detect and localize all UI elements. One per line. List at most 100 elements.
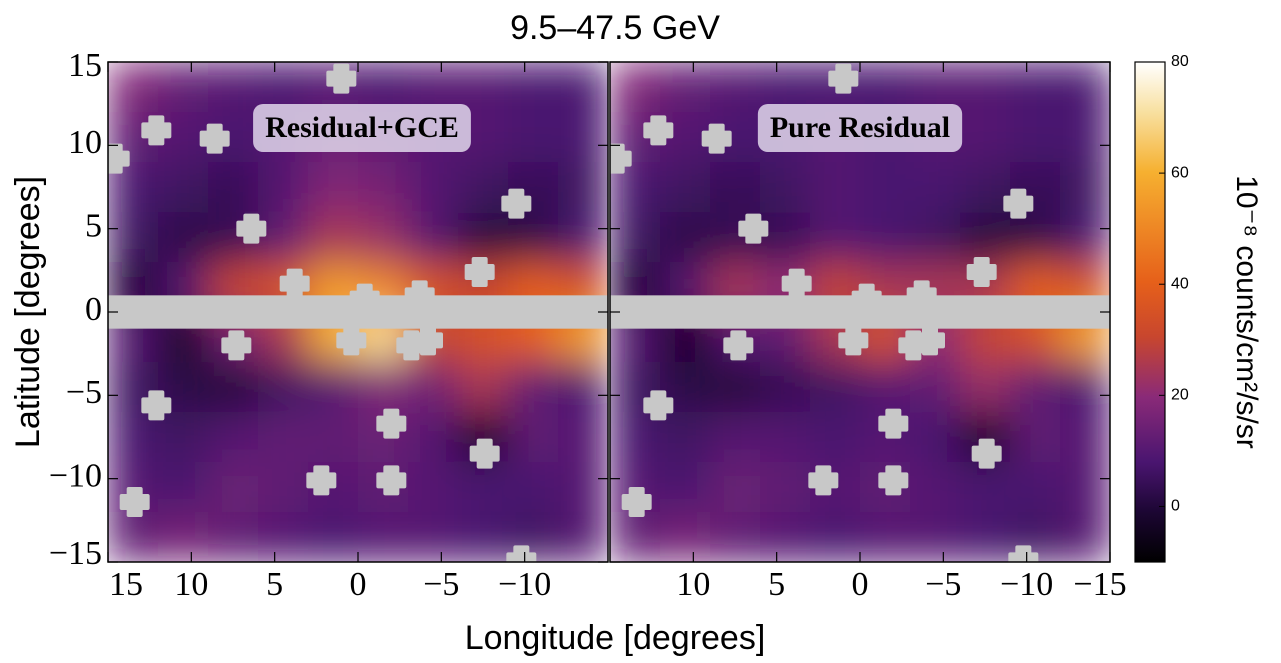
panel-label: Pure Residual bbox=[770, 111, 950, 144]
y-tick-label: −10 bbox=[49, 457, 102, 494]
mask-source bbox=[236, 213, 267, 244]
mask-source bbox=[506, 545, 537, 562]
heatmap-cell bbox=[710, 412, 761, 463]
heatmap-cell bbox=[458, 512, 509, 562]
heatmap-cell bbox=[558, 362, 608, 413]
heatmap-cell bbox=[960, 212, 1011, 263]
heatmap-cell bbox=[558, 62, 608, 113]
mask-source bbox=[376, 465, 407, 496]
heatmap-cell bbox=[760, 162, 811, 213]
y-tick-label: −5 bbox=[66, 374, 102, 411]
heatmap-cell bbox=[158, 462, 209, 513]
heatmap-cell bbox=[308, 162, 359, 213]
heatmap-cell bbox=[960, 462, 1011, 513]
mask-source bbox=[738, 213, 769, 244]
heatmap-cell bbox=[258, 212, 309, 263]
heatmap-cell bbox=[158, 412, 209, 463]
heatmap-cell bbox=[710, 512, 761, 562]
mask-source bbox=[643, 390, 674, 421]
heatmap-cell bbox=[308, 212, 359, 263]
panel-label-box bbox=[757, 104, 963, 152]
heatmap-cell bbox=[108, 412, 159, 463]
heatmap-cell bbox=[610, 62, 661, 113]
heatmap-cell bbox=[208, 462, 259, 513]
heatmap-cell bbox=[810, 512, 861, 562]
heatmap-cell bbox=[860, 212, 911, 263]
heatmap-cell bbox=[508, 462, 559, 513]
heatmap-cell bbox=[1060, 362, 1110, 413]
mask-source bbox=[723, 330, 754, 361]
heatmap-cell bbox=[1060, 462, 1110, 513]
heatmap-cell bbox=[860, 362, 911, 413]
mask-source bbox=[610, 143, 632, 174]
colorbar-tick-label: 40 bbox=[1171, 275, 1189, 292]
heatmap-cell bbox=[108, 512, 159, 562]
heatmap-cell bbox=[208, 412, 259, 463]
mask-source bbox=[199, 123, 230, 154]
panel bbox=[610, 62, 1110, 562]
heatmap-cell bbox=[910, 212, 961, 263]
colorbar-tick-label: 60 bbox=[1171, 164, 1189, 181]
panel-label-box bbox=[253, 104, 471, 152]
y-tick-label: 15 bbox=[68, 47, 102, 84]
heatmap-cell bbox=[1060, 62, 1110, 113]
heatmap-cell bbox=[358, 212, 409, 263]
heatmap-cell bbox=[960, 362, 1011, 413]
colorbar-tick-label: 0 bbox=[1171, 498, 1180, 515]
x-tick-label: 5 bbox=[266, 566, 283, 603]
heatmap-cell bbox=[458, 212, 509, 263]
mask-source bbox=[1008, 545, 1039, 562]
mask-source bbox=[878, 408, 909, 439]
heatmap-cell bbox=[910, 462, 961, 513]
heatmap-cell bbox=[408, 512, 459, 562]
x-tick-label: 15 bbox=[109, 566, 143, 603]
heatmap-cell bbox=[960, 112, 1011, 163]
heatmap-cell bbox=[358, 362, 409, 413]
heatmap-cell bbox=[508, 362, 559, 413]
mask-source bbox=[851, 283, 882, 314]
y-tick-label: 5 bbox=[85, 207, 102, 244]
heatmap-cell bbox=[860, 162, 911, 213]
mask-source bbox=[279, 268, 310, 299]
colorbar-label: 10⁻⁸ counts/cm²/s/sr bbox=[1230, 175, 1263, 449]
mask-source bbox=[141, 390, 172, 421]
y-axis-label: Latitude [degrees] bbox=[9, 176, 47, 448]
heatmap-cell bbox=[208, 62, 259, 113]
heatmap-cell bbox=[508, 212, 559, 263]
heatmap-cell bbox=[508, 112, 559, 163]
heatmap-cell bbox=[508, 412, 559, 463]
colorbar-tick-label: 80 bbox=[1171, 53, 1189, 70]
mask-source bbox=[221, 330, 252, 361]
mask-source bbox=[376, 408, 407, 439]
heatmap-cell bbox=[108, 62, 159, 113]
heatmap-cell bbox=[208, 162, 259, 213]
heatmap bbox=[610, 62, 1110, 562]
heatmap-cell bbox=[960, 512, 1011, 562]
heatmap-cell bbox=[558, 112, 608, 163]
heatmap-cell bbox=[910, 362, 961, 413]
heatmap-cell bbox=[408, 362, 459, 413]
heatmap-cell bbox=[610, 212, 661, 263]
heatmap-cell bbox=[1060, 512, 1110, 562]
heatmap-cell bbox=[408, 212, 459, 263]
heatmap-cell bbox=[458, 462, 509, 513]
mask-source bbox=[326, 63, 357, 94]
heatmap-cell bbox=[458, 362, 509, 413]
heatmap-cell bbox=[408, 162, 459, 213]
mask-source bbox=[141, 115, 172, 146]
heatmap-cell bbox=[158, 162, 209, 213]
mask-source bbox=[404, 280, 435, 311]
x-tick-label: −15 bbox=[1073, 566, 1126, 603]
colorbar-tick-label: 20 bbox=[1171, 387, 1189, 404]
heatmap-cell bbox=[860, 512, 911, 562]
heatmap-cell bbox=[308, 512, 359, 562]
heatmap-cell bbox=[1010, 212, 1061, 263]
mask-source bbox=[643, 115, 674, 146]
heatmap-cell bbox=[208, 362, 259, 413]
mask-source bbox=[808, 465, 839, 496]
x-tick-label: −5 bbox=[925, 566, 961, 603]
heatmap-cell bbox=[308, 412, 359, 463]
mask-source bbox=[701, 123, 732, 154]
heatmap-cell bbox=[910, 512, 961, 562]
